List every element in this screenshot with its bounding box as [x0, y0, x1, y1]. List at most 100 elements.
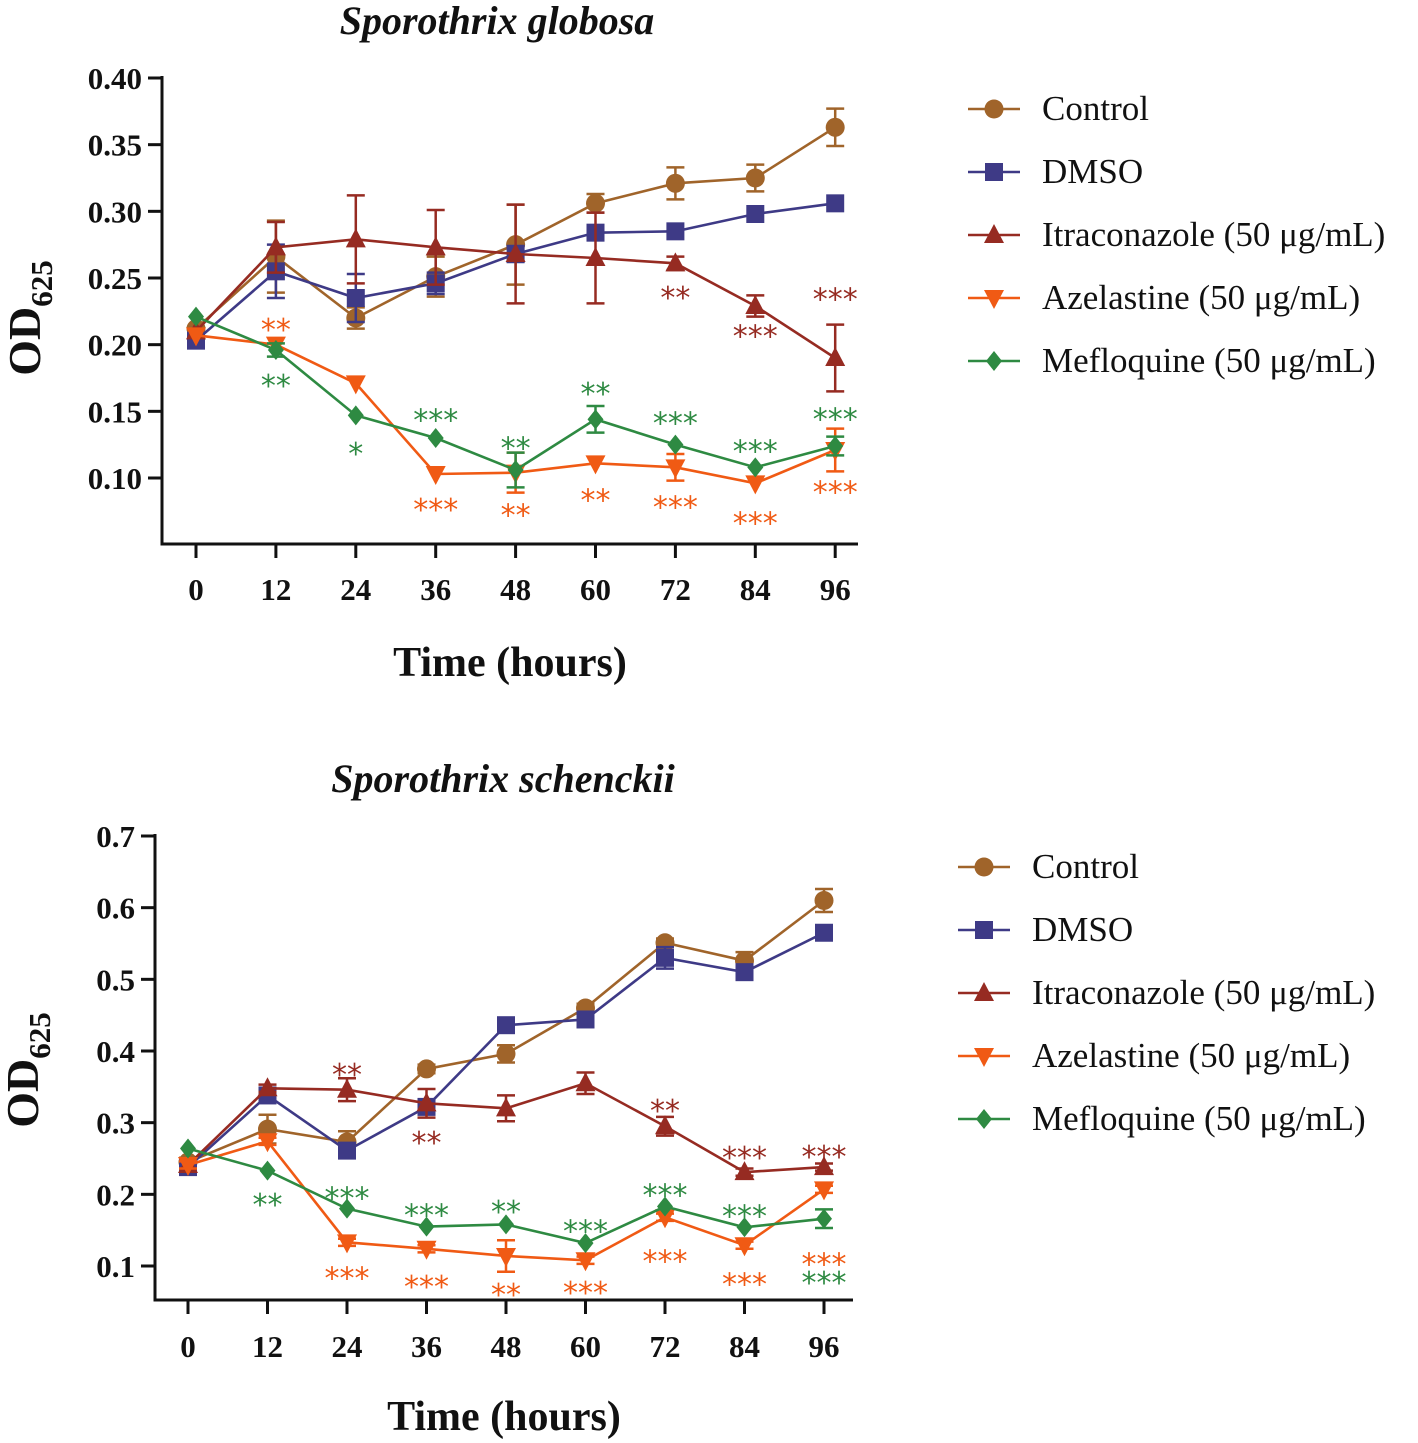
data-point-azelastine: [575, 1252, 596, 1272]
data-point-azelastine: [345, 375, 366, 395]
y-tick-label: 0.20: [88, 328, 142, 363]
significance-label: ***: [653, 490, 698, 525]
legend-marker-icon: [968, 351, 1020, 371]
y-axis-label: OD625: [0, 260, 59, 376]
y-tick-label: 0.25: [88, 261, 142, 296]
data-point-azelastine: [665, 459, 686, 479]
y-tick-label: 0.7: [96, 819, 135, 854]
legend-label: Mefloquine (50 μg/mL): [1032, 1099, 1366, 1138]
y-axis-label: OD625: [0, 1012, 57, 1128]
y-axis-label-subscript: 625: [24, 260, 59, 307]
x-tick-label: 0: [188, 572, 204, 607]
chart-title: Sporothrix schenckii: [331, 756, 674, 801]
data-point-mefloquine: [816, 1208, 832, 1229]
significance-label: **: [581, 484, 611, 519]
significance-label: **: [332, 1058, 362, 1093]
x-tick-label: 12: [252, 1329, 283, 1364]
data-point-mefloquine: [577, 1233, 594, 1254]
significance-label: ***: [563, 1214, 608, 1249]
data-point-mefloquine: [657, 1196, 673, 1217]
data-point-mefloquine: [507, 460, 524, 480]
x-axis-label: Time (hours): [387, 1394, 621, 1440]
data-point-itraconazole: [665, 252, 686, 272]
data-point-mefloquine: [188, 306, 204, 327]
y-tick-label: 0.30: [88, 194, 142, 229]
x-tick-label: 84: [740, 572, 771, 607]
data-point-control: [496, 1044, 516, 1064]
significance-label: **: [261, 313, 291, 348]
legend-marker-icon: [968, 163, 1020, 181]
legend-label: Control: [1042, 89, 1149, 128]
legend-marker-mefloquine: [986, 351, 1002, 371]
y-tick-label: 0.35: [88, 128, 142, 163]
significance-label: **: [501, 498, 531, 533]
data-point-dmso: [497, 1016, 515, 1035]
significance-label: **: [581, 377, 611, 412]
data-point-azelastine: [257, 1133, 278, 1153]
x-tick-label: 48: [491, 1329, 522, 1364]
x-tick-label: 60: [570, 1329, 601, 1364]
x-tick-label: 0: [180, 1329, 196, 1364]
data-point-azelastine: [496, 1247, 516, 1267]
legend-label: Azelastine (50 μg/mL): [1042, 278, 1361, 317]
series-itraconazole: [178, 1071, 834, 1181]
data-point-dmso: [735, 963, 754, 982]
y-tick-label: 0.6: [96, 891, 135, 926]
chart-panel-2: Sporothrix schenckii 0.1 0.2 0.3 0.4 0.5 0.6 0.…: [0, 756, 853, 1440]
significance-label: ***: [733, 434, 778, 469]
data-point-control: [586, 193, 605, 213]
chart-panel-1: Sporothrix globosa 0.10 0.15 0.20 0.25 0.30 0.…: [0, 0, 858, 686]
data-point-itraconazole: [575, 1072, 596, 1092]
y-tick-label: 0.40: [88, 61, 142, 96]
legend-label: Itraconazole (50 μg/mL): [1032, 973, 1376, 1012]
significance-label: ***: [813, 282, 858, 317]
data-point-control: [814, 891, 834, 910]
data-point-azelastine: [734, 1237, 755, 1257]
x-tick-label: 36: [411, 1329, 442, 1364]
x-tick-label: 60: [580, 572, 611, 607]
data-point-control: [825, 117, 845, 137]
y-tick-label: 0.4: [96, 1034, 135, 1069]
data-point-itraconazole: [496, 1097, 516, 1117]
y-tick-label: 0.1: [96, 1249, 135, 1284]
data-point-itraconazole: [345, 228, 366, 248]
data-point-dmso: [576, 1010, 595, 1029]
significance-label: ***: [722, 1267, 767, 1302]
x-tick-label: 12: [260, 572, 291, 607]
data-point-control: [665, 173, 685, 193]
significance-label: ***: [733, 320, 778, 355]
data-point-mefloquine: [339, 1198, 355, 1219]
data-point-dmso: [656, 948, 674, 967]
legend-marker-icon: [968, 290, 1020, 309]
data-point-mefloquine: [267, 340, 284, 360]
legend-marker-azelastine: [974, 1048, 994, 1067]
data-point-itraconazole: [265, 236, 286, 256]
legend-label: Azelastine (50 μg/mL): [1032, 1036, 1351, 1075]
significance-label: **: [491, 1278, 521, 1313]
data-point-itraconazole: [655, 1115, 675, 1135]
data-point-azelastine: [178, 1156, 198, 1176]
data-point-mefloquine: [587, 409, 604, 430]
y-axis-label-subscript: 625: [22, 1012, 57, 1059]
significance-label: ***: [413, 404, 458, 439]
data-point-itraconazole: [337, 1078, 357, 1098]
legend-marker-azelastine: [984, 290, 1004, 309]
data-point-mefloquine: [736, 1217, 753, 1238]
data-point-azelastine: [814, 1181, 834, 1201]
data-point-mefloquine: [827, 436, 844, 456]
y-tick-label: 0.15: [88, 394, 142, 429]
series-mefloquine: [180, 1138, 833, 1254]
y-axis-label-main: OD: [0, 1059, 48, 1128]
data-point-itraconazole: [505, 243, 526, 262]
data-point-azelastine: [425, 466, 446, 485]
legend-label: Itraconazole (50 μg/mL): [1042, 215, 1386, 254]
data-point-itraconazole: [585, 247, 606, 266]
significance-label: ***: [563, 1276, 608, 1311]
data-point-azelastine: [337, 1234, 357, 1254]
legend-marker-icon: [968, 99, 1020, 119]
x-tick-label: 24: [340, 572, 371, 607]
legend-marker-dmso: [985, 163, 1003, 181]
significance-label: **: [650, 1094, 680, 1129]
data-point-mefloquine: [667, 434, 684, 455]
data-point-itraconazole: [257, 1077, 278, 1097]
